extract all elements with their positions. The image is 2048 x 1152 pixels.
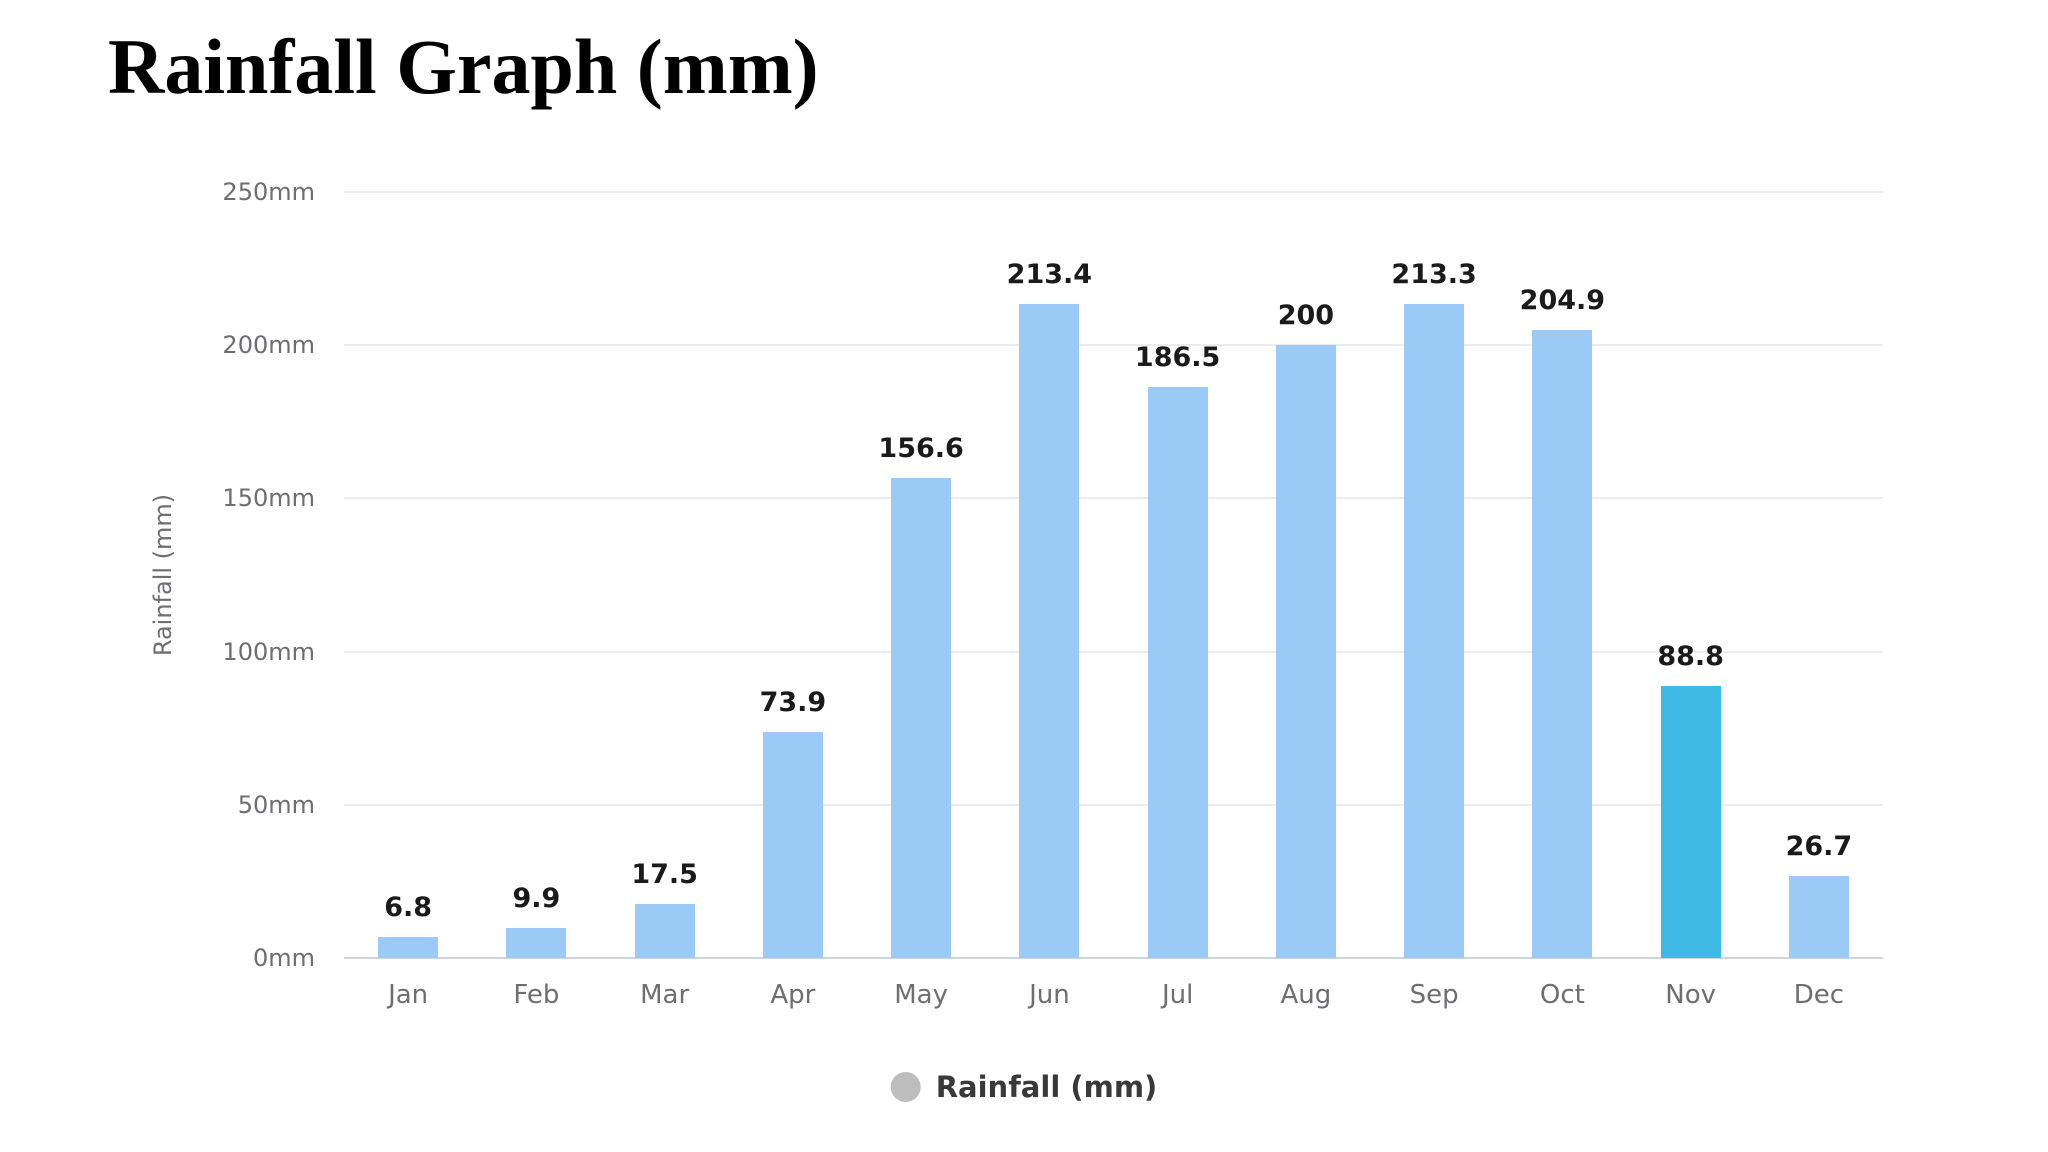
x-tick-label-may: May: [894, 980, 949, 1010]
x-tick-label-aug: Aug: [1280, 980, 1332, 1010]
y-tick-label-250: 250mm: [222, 178, 315, 206]
bar-value-label-jan: 6.8: [384, 892, 433, 924]
bar-value-label-aug: 200: [1277, 300, 1335, 332]
bar-value-label-nov: 88.8: [1657, 640, 1724, 672]
bar-value-label-dec: 26.7: [1785, 831, 1853, 863]
bar-oct[interactable]: [1532, 330, 1593, 958]
x-tick-label-nov: Nov: [1665, 980, 1716, 1010]
bar-dec[interactable]: [1788, 876, 1849, 958]
x-tick-label-jan: Jan: [388, 980, 429, 1010]
bar-aug[interactable]: [1275, 345, 1336, 958]
bar-value-label-apr: 73.9: [759, 686, 827, 718]
bar-value-label-jun: 213.4: [1006, 259, 1093, 291]
bar-value-label-jul: 186.5: [1134, 341, 1221, 373]
bar-value-label-sep: 213.3: [1391, 259, 1477, 291]
chart-title: Rainfall Graph (mm): [108, 23, 819, 110]
y-tick-label-200: 200mm: [222, 331, 315, 360]
bar-value-label-feb: 9.9: [512, 882, 561, 914]
bar-may[interactable]: [891, 478, 952, 958]
x-tick-label-feb: Feb: [513, 980, 560, 1010]
bar-value-label-may: 156.6: [878, 433, 964, 465]
bar-apr[interactable]: [762, 731, 823, 958]
bar-value-label-oct: 204.9: [1519, 285, 1606, 317]
bar-sep[interactable]: [1404, 304, 1465, 958]
y-tick-label-150: 150mm: [222, 484, 315, 513]
y-tick-label-0: 0mm: [252, 944, 315, 972]
gridline-150: [344, 497, 1883, 500]
legend-label: Rainfall (mm): [935, 1070, 1158, 1104]
bar-jan[interactable]: [378, 937, 439, 958]
bar-nov[interactable]: [1660, 685, 1721, 958]
chart-legend-item[interactable]: Rainfall (mm): [890, 1070, 1158, 1104]
x-axis-line: [344, 957, 1883, 959]
gridline-200: [344, 344, 1883, 347]
x-tick-label-jul: Jul: [1161, 980, 1194, 1010]
bar-jun[interactable]: [1019, 304, 1080, 958]
x-tick-label-oct: Oct: [1539, 980, 1585, 1010]
x-tick-label-apr: Apr: [770, 980, 816, 1010]
bar-value-label-mar: 17.5: [631, 859, 698, 891]
x-tick-label-dec: Dec: [1793, 980, 1845, 1010]
legend-marker-icon: [890, 1072, 921, 1102]
bar-feb[interactable]: [506, 927, 567, 958]
bar-mar[interactable]: [634, 904, 695, 958]
bar-jul[interactable]: [1147, 386, 1208, 958]
gridline-50: [344, 803, 1883, 806]
x-tick-label-jun: Jun: [1029, 980, 1070, 1010]
y-tick-label-50: 50mm: [237, 790, 315, 819]
x-tick-label-sep: Sep: [1409, 980, 1459, 1010]
y-axis-title: Rainfall (mm): [149, 493, 177, 657]
gridline-250: [344, 191, 1883, 193]
plot-area: 0mm 50mm 100mm 150mm 200mm 250mm 6.8 Jan 9.9 Feb 1…: [222, 178, 1883, 1010]
x-tick-label-mar: Mar: [640, 980, 690, 1010]
gridline-100: [344, 650, 1883, 653]
y-tick-label-100: 100mm: [222, 637, 315, 666]
